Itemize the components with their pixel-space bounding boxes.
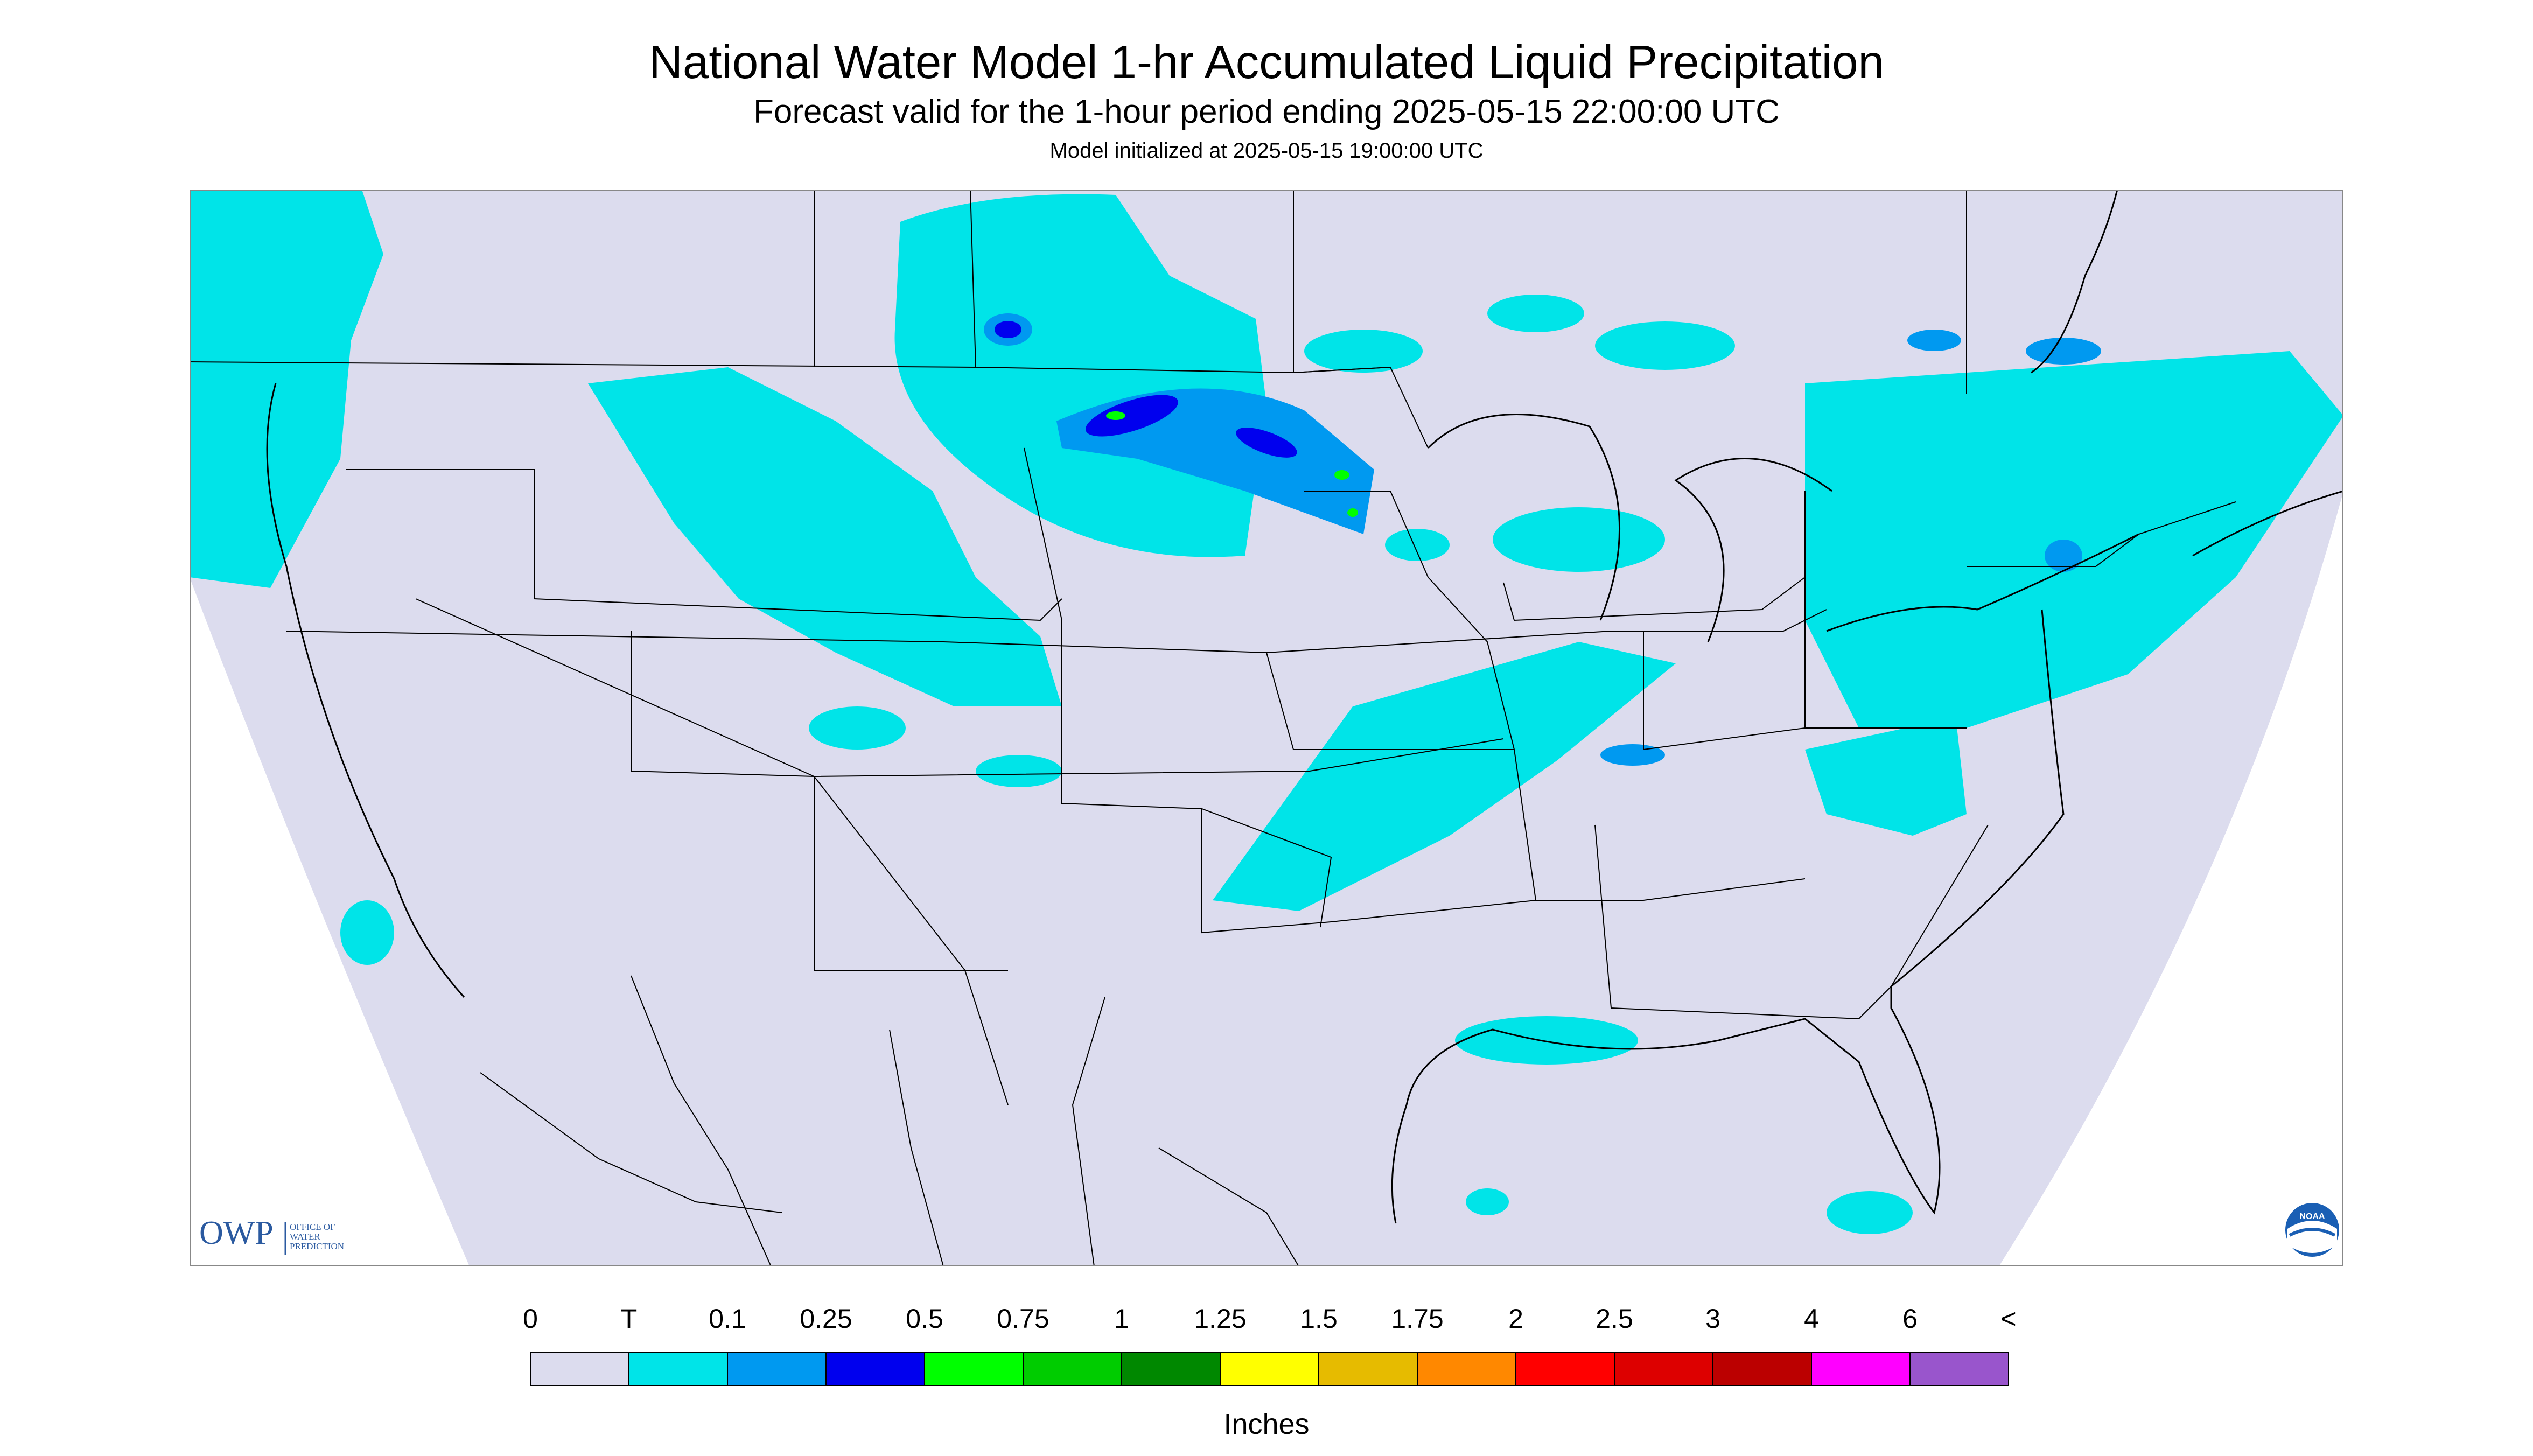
legend-label-2: 0.1 (709, 1304, 746, 1334)
noaa-logo-text: NOAA (2299, 1212, 2325, 1221)
legend-label-8: 1.5 (1300, 1304, 1338, 1334)
legend-label-15: < (2000, 1304, 2017, 1334)
model-init-text: Model initialized at 2025-05-15 19:00:00… (1049, 139, 1484, 163)
mexico-borders (480, 975, 1299, 1266)
legend-swatch-9 (1417, 1352, 1516, 1386)
state-borders (190, 190, 2236, 1105)
legend-swatch-1 (628, 1352, 728, 1386)
model-domain (190, 190, 2343, 1266)
owp-logo-line3: PREDICTION (290, 1241, 344, 1251)
coastlines-and-lakes (266, 190, 2343, 1224)
legend-swatch-10 (1515, 1352, 1615, 1386)
map-border (190, 190, 2343, 1266)
legend-swatch-3 (825, 1352, 925, 1386)
legend-swatch-4 (924, 1352, 1024, 1386)
legend-swatch-7 (1220, 1352, 1319, 1386)
legend-label-7: 1.25 (1194, 1304, 1247, 1334)
forecast-valid-subtitle: Forecast valid for the 1-hour period end… (753, 93, 1780, 130)
legend-label-10: 2 (1508, 1304, 1523, 1334)
legend-label-4: 0.5 (906, 1304, 943, 1334)
legend-swatch-14 (1909, 1352, 2009, 1386)
legend-label-12: 3 (1705, 1304, 1720, 1334)
legend-label-14: 6 (1902, 1304, 1918, 1334)
legend-label-9: 1.75 (1391, 1304, 1444, 1334)
legend-label-0: 0 (523, 1304, 538, 1334)
legend-swatch-13 (1811, 1352, 1911, 1386)
legend-swatch-8 (1318, 1352, 1418, 1386)
precipitation-map: OWP OFFICE OF WATER PREDICTION NOAA (190, 190, 2343, 1266)
legend-label-11: 2.5 (1596, 1304, 1633, 1334)
legend-label-3: 0.25 (800, 1304, 852, 1334)
legend-label-1: T (620, 1304, 638, 1334)
legend-label-13: 4 (1804, 1304, 1819, 1334)
legend-label-6: 1 (1114, 1304, 1129, 1334)
legend-swatch-6 (1121, 1352, 1221, 1386)
legend-swatch-2 (727, 1352, 827, 1386)
owp-logo: OWP OFFICE OF WATER PREDICTION (199, 1215, 344, 1255)
legend-units-label: Inches (1223, 1408, 1310, 1440)
owp-logo-letters: OWP (199, 1215, 274, 1251)
map-title: National Water Model 1-hr Accumulated Li… (649, 36, 1884, 88)
legend-label-5: 0.75 (997, 1304, 1049, 1334)
precip-color-legend (530, 1352, 2009, 1386)
noaa-logo: NOAA (2285, 1203, 2339, 1257)
legend-swatch-11 (1614, 1352, 1713, 1386)
legend-swatch-0 (530, 1352, 629, 1386)
very-heavy-precip-areas (1106, 411, 1358, 517)
legend-swatch-5 (1023, 1352, 1122, 1386)
owp-logo-line1: OFFICE OF (290, 1222, 335, 1232)
legend-swatch-12 (1712, 1352, 1812, 1386)
owp-logo-line2: WATER (290, 1231, 320, 1242)
heavy-precip-areas (995, 321, 1297, 458)
